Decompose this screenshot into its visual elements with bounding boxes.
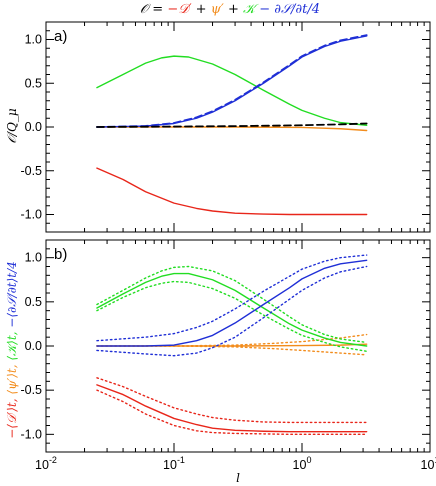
series-green-dotted [96, 265, 368, 344]
panel-a-ylabel: 𝒪/Q_μ [5, 108, 19, 143]
y-tick-label: -1.0 [20, 427, 42, 441]
series-green-solid [96, 272, 368, 347]
series-red-dotted [96, 377, 368, 424]
title-part-4: + [224, 2, 243, 17]
panel-label: a) [54, 28, 67, 45]
y-tick-label: 1.0 [25, 251, 42, 265]
y-tick-label: 1.0 [25, 33, 42, 47]
x-tick-label: 101 [421, 455, 436, 472]
series-orange-dotted [96, 333, 368, 347]
series-orange-solid [96, 126, 368, 132]
series-orange-dotted [96, 345, 368, 356]
y-tick-label: -0.5 [20, 383, 42, 397]
x-tick-label: 100 [293, 455, 312, 472]
x-tick-label: 10-1 [163, 455, 185, 472]
series-blue-dashed [96, 34, 368, 128]
title-part-3: ψ′ [211, 2, 224, 17]
series-blue-dotted [96, 254, 368, 342]
series-blue-dotted [96, 265, 368, 357]
title-part-6: − ∂𝒮/∂t/4 [255, 2, 320, 17]
x-axis-label: l [236, 471, 240, 485]
panel-b: 1.0 0.5 0.0 -0.5 -1.0 10-2 10-1 100 101 b) [20, 239, 436, 472]
panel-a: 1.0 0.5 0.0 -0.5 -1.0 a) [20, 21, 431, 233]
title-part-1: −𝒟′ [167, 2, 191, 17]
series-green-dotted [96, 280, 368, 352]
series-red-dotted [96, 389, 368, 436]
series-green-solid [96, 55, 368, 126]
title-part-5: 𝒦 [243, 2, 259, 17]
ylabel-part-0: −⟨𝒟′⟩t, [5, 395, 19, 439]
series-blue-solid [96, 35, 368, 128]
y-tick-label: 0.5 [25, 295, 42, 309]
ylabel-part-3: −⟨∂𝒮/∂t⟩t/4 [5, 261, 19, 327]
x-tick-label: 10-2 [35, 455, 57, 472]
chart-title: 𝒪 = −𝒟′ + ψ′ + 𝒦 − ∂𝒮/∂t/4 [140, 2, 320, 17]
y-tick-label: 0.0 [25, 120, 42, 134]
ylabel-part-2: ⟨𝒦⟩t, [5, 328, 19, 361]
y-tick-label: 0.5 [25, 76, 42, 90]
series-black-dashed [96, 122, 368, 128]
y-tick-label: -0.5 [20, 164, 42, 178]
title-part-0: 𝒪 = [140, 2, 167, 17]
y-tick-label: 0.0 [25, 339, 42, 353]
series-red-solid [96, 384, 368, 433]
series-blue-solid [96, 259, 368, 347]
title-part-2: + [192, 2, 211, 17]
y-tick-label: -1.0 [20, 208, 42, 222]
series-red-solid [96, 167, 368, 216]
panel-b-ylabel: −⟨𝒟′⟩t, ⟨ψ′⟩t, ⟨𝒦⟩t, −⟨∂𝒮/∂t⟩t/4 [5, 261, 19, 439]
ylabel-part-1: ⟨ψ′⟩t, [5, 361, 19, 395]
panel-label: b) [54, 246, 67, 263]
